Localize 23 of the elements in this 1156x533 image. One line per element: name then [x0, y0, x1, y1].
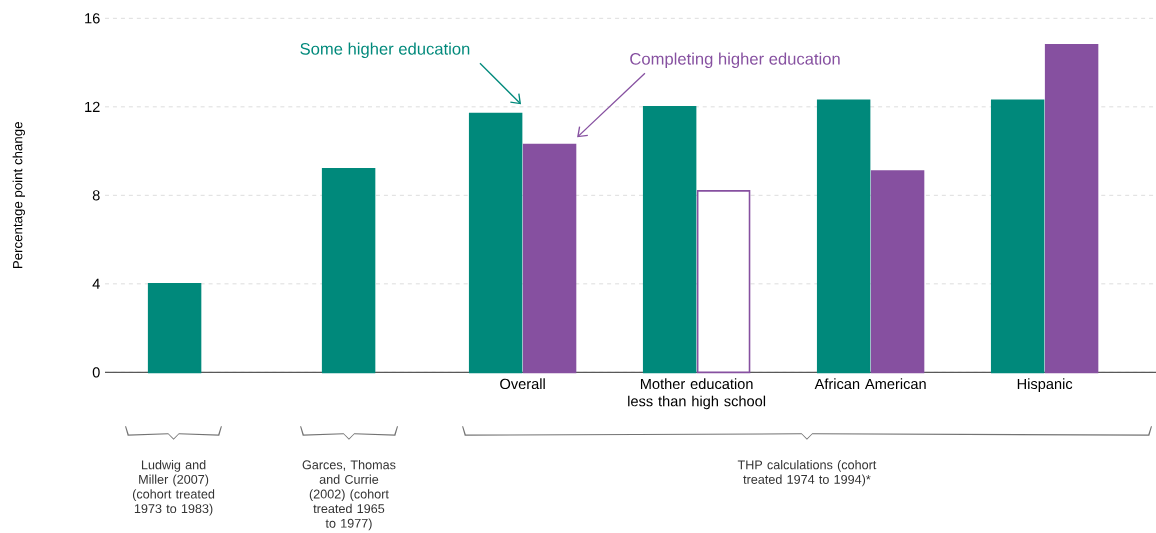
text: THP calculations (cohort treated 1974 to 1994)* [737, 459, 877, 487]
bar [1044, 43, 1099, 373]
bar [522, 143, 577, 373]
bar [696, 189, 751, 373]
bar [642, 105, 697, 373]
x-tick-label: Hispanic [1017, 378, 1073, 392]
text: Some higher education [300, 42, 470, 58]
y-tick-label: 16 [85, 13, 100, 24]
text: Completing higher education [630, 52, 840, 68]
y-tick-label: 0 [92, 367, 100, 378]
x-tick-label: Overall [500, 378, 545, 389]
y-tick-label: 8 [92, 190, 100, 201]
x-tick-label: African American [814, 378, 926, 389]
bar [468, 112, 523, 373]
bar [816, 99, 871, 373]
bar [990, 99, 1045, 373]
bar [870, 170, 925, 373]
y-axis-title: Percentage point change [12, 121, 26, 268]
x-tick-label: Mother education less than high school [628, 378, 766, 410]
y-tick-label: 12 [85, 101, 100, 112]
text: Ludwig and Miller (2007) (cohort treated 1973 to 1983) [132, 459, 215, 516]
y-tick-label: 4 [92, 278, 100, 289]
text: Garces, Thomas and Currie (2002) (cohort treated 1965 to 1977) [302, 459, 396, 531]
